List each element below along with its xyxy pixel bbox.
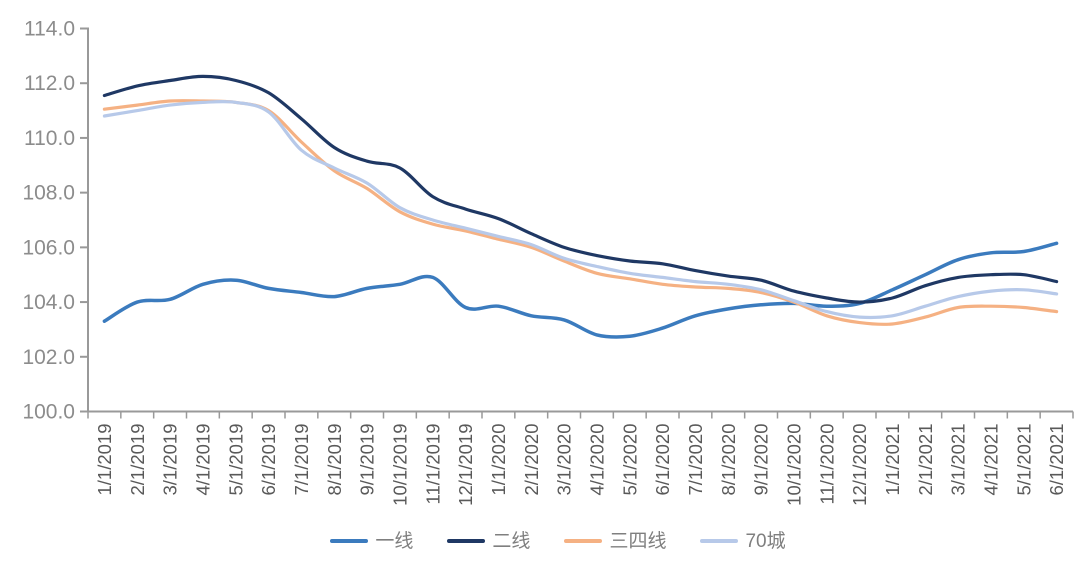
x-tick-label: 1/1/2021 <box>882 424 903 496</box>
x-tick-label: 12/1/2020 <box>849 424 870 506</box>
legend-item-1: 二线 <box>447 532 530 551</box>
x-tick-label: 4/1/2019 <box>192 424 213 496</box>
x-tick-label: 10/1/2020 <box>783 424 804 506</box>
x-tick-label: 3/1/2019 <box>160 424 181 496</box>
x-tick-label: 7/1/2020 <box>685 424 706 496</box>
legend-item-0: 一线 <box>330 532 413 551</box>
x-tick-label: 12/1/2019 <box>455 424 476 506</box>
legend-item-3: 70城 <box>700 530 786 552</box>
legend-label: 一线 <box>375 530 414 552</box>
x-tick-label: 8/1/2020 <box>718 424 739 496</box>
legend-label: 70城 <box>745 530 786 552</box>
y-tick-label: 104.0 <box>22 291 75 314</box>
y-tick-label: 102.0 <box>22 346 75 369</box>
y-tick-label: 110.0 <box>24 127 75 150</box>
legend: 一线 二线 三四线 70城 <box>18 524 1080 558</box>
legend-line-swatch <box>700 539 739 543</box>
legend-line-swatch <box>564 539 603 543</box>
x-tick-label: 3/1/2021 <box>948 423 969 495</box>
x-tick-label: 4/1/2020 <box>586 424 607 496</box>
x-tick-label: 10/1/2019 <box>389 424 410 506</box>
x-tick-label: 1/1/2020 <box>488 423 509 495</box>
x-tick-label: 4/1/2021 <box>980 424 1001 496</box>
legend-line-swatch <box>330 539 369 543</box>
legend-label: 三四线 <box>609 530 667 552</box>
y-tick-label: 106.0 <box>22 236 75 259</box>
x-tick-label: 11/1/2019 <box>422 424 443 505</box>
legend-label: 二线 <box>492 530 531 552</box>
series-line-1 <box>102 74 1059 304</box>
y-tick-label: 100.0 <box>22 401 75 424</box>
legend-line-swatch <box>447 539 486 543</box>
x-tick-label: 8/1/2019 <box>324 424 345 496</box>
x-tick-label: 9/1/2019 <box>357 424 378 496</box>
plot-area: 100.0 102.0 104.0 106.0 108.0 110.0 112.0 114.0… <box>22 18 1074 506</box>
x-tick-label: 6/1/2020 <box>652 424 673 496</box>
x-tick-label: 9/1/2020 <box>751 424 772 496</box>
x-tick-label: 1/1/2019 <box>94 424 115 496</box>
series-line-3 <box>102 99 1059 320</box>
x-tick-label: 11/1/2020 <box>816 424 837 505</box>
y-tick-label: 112.0 <box>24 72 75 95</box>
y-tick-label: 114.0 <box>24 18 75 41</box>
legend-item-2: 三四线 <box>564 532 666 551</box>
x-tick-label: 6/1/2021 <box>1046 424 1067 496</box>
series-line-0 <box>102 241 1059 339</box>
x-tick-label: 2/1/2019 <box>127 424 148 496</box>
x-tick-label: 3/1/2020 <box>554 424 575 496</box>
x-tick-label: 5/1/2019 <box>225 424 246 496</box>
x-tick-label: 6/1/2019 <box>258 424 279 496</box>
x-tick-label: 5/1/2020 <box>619 424 640 496</box>
y-tick-label: 108.0 <box>22 182 75 205</box>
x-tick-label: 7/1/2019 <box>291 424 312 496</box>
x-tick-label: 2/1/2020 <box>521 424 542 496</box>
x-tick-label: 5/1/2021 <box>1013 424 1034 496</box>
x-tick-label: 2/1/2021 <box>915 424 936 496</box>
